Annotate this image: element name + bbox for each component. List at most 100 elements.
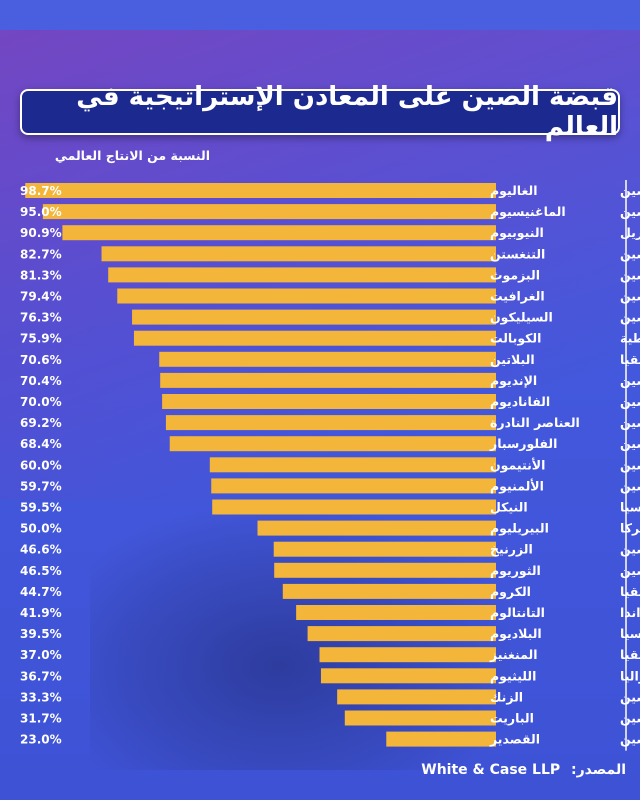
bar-17 xyxy=(257,520,496,536)
bar-19 xyxy=(274,562,496,578)
bar-25 xyxy=(337,689,496,705)
bar-4 xyxy=(101,246,496,262)
country-label-3: البرازيل xyxy=(620,225,640,240)
value-label-27: 23.0% xyxy=(20,733,62,747)
mineral-label-24: الليثيوم xyxy=(490,668,536,684)
bar-10 xyxy=(160,372,496,388)
country-label-10: الصين xyxy=(620,373,640,388)
value-label-6: 79.4% xyxy=(20,290,62,304)
country-label-20: جنوب أفريقيا xyxy=(620,583,640,599)
bar-14 xyxy=(209,457,497,473)
country-label-6: الصين xyxy=(620,289,640,304)
country-label-18: الصين xyxy=(620,542,640,557)
mineral-label-7: السيليكون xyxy=(490,310,553,325)
value-label-17: 50.0% xyxy=(20,522,62,536)
value-label-4: 82.7% xyxy=(20,247,62,261)
mineral-label-8: الكوبالت xyxy=(490,331,541,346)
bar-22 xyxy=(307,626,496,642)
mineral-label-12: العناصر النادرة xyxy=(490,415,580,430)
bar-18 xyxy=(273,541,496,557)
value-label-8: 75.9% xyxy=(20,332,62,346)
mineral-label-21: التانتالوم xyxy=(490,605,545,621)
country-label-4: الصين xyxy=(620,246,640,261)
value-label-7: 76.3% xyxy=(20,311,62,325)
country-label-21: رواندا xyxy=(620,605,640,620)
bar-7 xyxy=(132,309,496,325)
source-value: White & Case LLP xyxy=(421,762,561,778)
country-label-19: الصين xyxy=(620,563,640,578)
mineral-label-22: البلاديوم xyxy=(490,626,542,642)
mineral-label-9: البلاتين xyxy=(490,352,535,367)
mineral-label-1: الغاليوم xyxy=(490,183,538,199)
country-label-26: الصين xyxy=(620,711,640,726)
value-label-13: 68.4% xyxy=(20,437,62,451)
mineral-label-17: البيريليوم xyxy=(490,521,549,537)
country-label-7: الصين xyxy=(620,310,640,325)
value-label-25: 33.3% xyxy=(20,690,62,704)
country-label-13: الصين xyxy=(620,436,640,451)
mineral-label-27: القصدير xyxy=(489,732,540,747)
country-label-12: الصين xyxy=(620,415,640,430)
mineral-label-20: الكروم xyxy=(490,584,531,600)
mineral-label-2: الماغنيسيوم xyxy=(490,204,566,220)
value-label-16: 59.5% xyxy=(20,501,62,515)
bar-9 xyxy=(159,351,496,367)
mineral-label-5: البزموث xyxy=(490,267,540,282)
bar-6 xyxy=(117,288,497,304)
bar-23 xyxy=(319,647,496,663)
bar-20 xyxy=(282,583,496,599)
bar-27 xyxy=(386,731,496,747)
value-label-22: 39.5% xyxy=(20,627,62,641)
country-label-5: الصين xyxy=(620,267,640,282)
bar-13 xyxy=(169,436,496,452)
mineral-label-18: الزرنيخ xyxy=(490,542,533,557)
country-label-8: الكونغو الديمقراطية xyxy=(620,331,640,346)
mineral-label-13: الفلورسبار xyxy=(489,436,557,451)
value-label-15: 59.7% xyxy=(20,479,62,493)
country-label-25: الصين xyxy=(620,689,640,704)
bar-24 xyxy=(320,668,496,684)
value-label-3: 90.9% xyxy=(20,226,62,240)
bar-1 xyxy=(25,183,497,198)
value-label-2: 95.0% xyxy=(20,205,62,219)
value-label-10: 70.4% xyxy=(20,374,62,388)
value-label-9: 70.6% xyxy=(20,353,62,367)
country-label-9: جنوب أفريقيا xyxy=(620,351,640,367)
chart-title: قبضة الصين على المعادن الإستراتيجية في ا… xyxy=(76,82,618,142)
mineral-label-15: الألمنيوم xyxy=(490,478,544,494)
mineral-label-23: المنغنيز xyxy=(489,647,538,662)
mineral-label-25: الزنك xyxy=(490,689,523,704)
country-label-17: أميركا xyxy=(620,520,640,536)
country-label-11: الصين xyxy=(620,394,640,409)
value-label-20: 44.7% xyxy=(20,585,62,599)
country-label-16: إندونيسيا xyxy=(620,500,640,515)
country-label-24: أستراليا xyxy=(620,667,640,683)
country-label-14: الصين xyxy=(620,457,640,472)
country-label-23: جنوب أفريقيا xyxy=(620,646,640,662)
country-label-27: الصين xyxy=(620,732,640,747)
country-label-2: الصين xyxy=(620,204,640,219)
mineral-label-26: الباريت xyxy=(490,711,534,726)
value-label-24: 36.7% xyxy=(20,669,62,683)
bar-12 xyxy=(165,415,496,431)
mineral-label-19: الثوريوم xyxy=(490,563,541,579)
value-label-1: 98.7% xyxy=(20,184,62,198)
bar-5 xyxy=(108,267,496,283)
bar-3 xyxy=(62,225,496,241)
bar-15 xyxy=(211,478,496,494)
mineral-label-6: الغرافيت xyxy=(490,289,545,304)
value-label-23: 37.0% xyxy=(20,648,62,662)
country-label-15: الصين xyxy=(620,478,640,493)
source-note: المصدر: White & Case LLP xyxy=(421,762,626,778)
value-label-14: 60.0% xyxy=(20,458,62,472)
value-label-18: 46.6% xyxy=(20,543,62,557)
value-label-26: 31.7% xyxy=(20,712,62,726)
mineral-label-16: النيكل xyxy=(490,500,528,515)
mineral-label-4: التنغستن xyxy=(490,246,545,261)
value-label-12: 69.2% xyxy=(20,416,62,430)
value-label-21: 41.9% xyxy=(20,606,62,620)
mineral-label-3: النيوبيوم xyxy=(490,225,544,241)
bar-11 xyxy=(162,394,496,409)
bar-8 xyxy=(133,330,496,346)
